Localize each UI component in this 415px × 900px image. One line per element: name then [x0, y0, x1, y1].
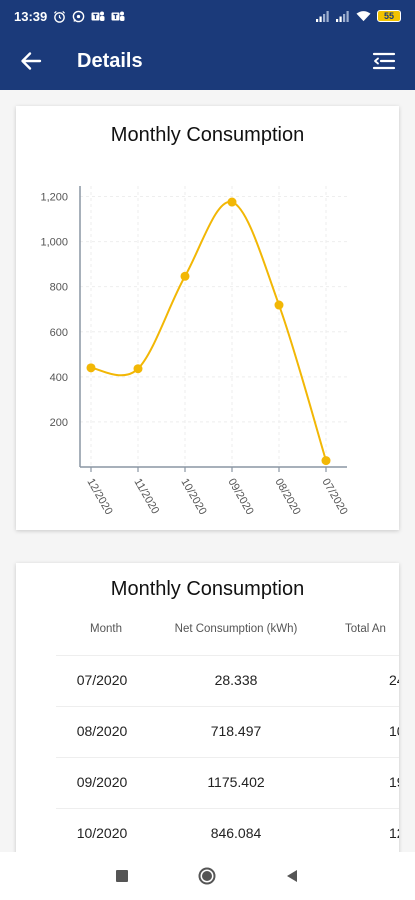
consumption-line-chart: 200 400 600 800 1,000 1,200 12/2020 11/2020 10/2… [40, 186, 350, 517]
x-tick-label: 10/2020 [178, 477, 208, 517]
table-row[interactable]: 10/2020 846.084 12 [56, 808, 399, 859]
cell-net-consumption: 28.338 [214, 672, 258, 688]
table-row[interactable]: 08/2020 718.497 10 [56, 706, 399, 757]
battery-icon: 55 [377, 10, 401, 22]
status-left: 13:39 [14, 9, 125, 24]
cell-total-amount: 19 [389, 774, 399, 790]
chart-title: Monthly Consumption [110, 124, 305, 146]
nav-back-button[interactable] [282, 866, 302, 886]
x-tick-label: 07/2020 [319, 477, 349, 517]
status-bar: 13:39 55 [0, 0, 415, 32]
x-tick-label: 12/2020 [84, 477, 114, 517]
cell-month: 08/2020 [76, 723, 128, 739]
whatsapp-icon [72, 10, 85, 23]
data-point [227, 197, 237, 207]
teams-icon [111, 10, 125, 23]
signal-icon [336, 10, 350, 22]
alarm-icon [53, 10, 66, 23]
app-bar: Details [0, 32, 415, 90]
column-header-net-consumption[interactable]: Net Consumption (kWh) [174, 623, 298, 635]
chart-card: Monthly Consumption 200 400 600 800 1,000 1,2… [16, 106, 399, 530]
y-tick-label: 400 [50, 372, 68, 384]
data-point [86, 363, 96, 373]
cell-total-amount: 24. [389, 672, 399, 688]
arrow-left-icon [21, 52, 42, 70]
y-tick-label: 1,000 [40, 237, 68, 249]
navigation-bar [0, 852, 415, 900]
status-right: 55 [316, 10, 401, 22]
teams-icon [91, 10, 105, 23]
triangle-back-icon [287, 870, 297, 882]
recents-button[interactable] [112, 866, 132, 886]
wifi-icon [356, 10, 371, 22]
table-card: Monthly Consumption Month Net Consumptio… [16, 563, 399, 863]
column-header-month[interactable]: Month [90, 623, 122, 635]
home-button[interactable] [197, 866, 217, 886]
y-tick-label: 800 [50, 282, 68, 294]
table-row[interactable]: 09/2020 1175.402 19 [56, 757, 399, 808]
table-header: Month Net Consumption (kWh) Total An [16, 623, 399, 651]
column-header-total-amount[interactable]: Total An [345, 623, 386, 635]
cell-month: 09/2020 [76, 774, 128, 790]
menu-button[interactable] [371, 49, 397, 73]
data-point [274, 300, 284, 310]
table-body: 07/2020 28.338 24. 08/2020 718.497 10 09… [16, 655, 399, 859]
y-tick-label: 200 [50, 417, 68, 429]
data-point [133, 364, 143, 374]
data-point [321, 456, 331, 466]
signal-icon [316, 10, 330, 22]
y-tick-label: 600 [50, 327, 68, 339]
cell-month: 07/2020 [76, 672, 128, 688]
menu-icon [372, 52, 396, 70]
cell-month: 10/2020 [76, 825, 128, 841]
data-point [180, 271, 190, 281]
table-title: Monthly Consumption [110, 578, 305, 600]
cell-net-consumption: 846.084 [210, 825, 262, 841]
cell-net-consumption: 1175.402 [207, 774, 265, 790]
status-time: 13:39 [14, 8, 48, 24]
square-icon [116, 870, 128, 882]
back-button[interactable] [18, 49, 44, 73]
x-tick-label: 11/2020 [131, 477, 161, 517]
page-title: Details [77, 50, 143, 72]
x-tick-label: 08/2020 [272, 477, 302, 517]
x-tick-label: 09/2020 [225, 477, 255, 517]
cell-total-amount: 10 [389, 723, 399, 739]
cell-total-amount: 12 [389, 825, 399, 841]
circle-icon [198, 867, 216, 885]
table-row[interactable]: 07/2020 28.338 24. [56, 655, 399, 706]
y-tick-label: 1,200 [40, 192, 68, 204]
cell-net-consumption: 718.497 [210, 723, 262, 739]
